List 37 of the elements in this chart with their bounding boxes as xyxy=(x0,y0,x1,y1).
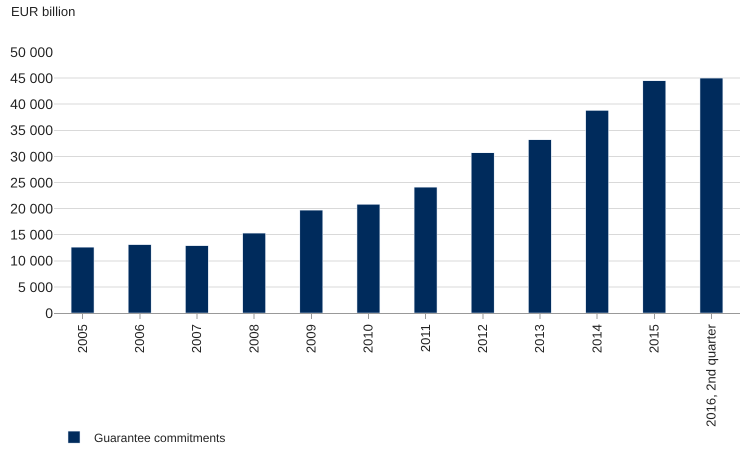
x-tick-label: 2006 xyxy=(132,324,147,354)
y-tick-label: 45 000 xyxy=(10,70,54,86)
y-tick-label: 0 xyxy=(45,304,54,321)
bar xyxy=(414,186,438,313)
bar xyxy=(70,246,94,313)
x-tick-label: 2013 xyxy=(532,324,548,354)
x-tick-label: 2009 xyxy=(303,324,318,354)
x-tick-label: 2010 xyxy=(360,324,376,354)
bar xyxy=(300,210,323,313)
y-tick-label: 50 000 xyxy=(10,44,54,60)
bar xyxy=(528,139,552,313)
x-tick-label: 2014 xyxy=(589,324,604,354)
y-axis-title: EUR billion xyxy=(11,4,76,19)
bar xyxy=(471,152,494,313)
x-tick-label: 2011 xyxy=(418,324,433,352)
y-tick-label: 15 000 xyxy=(10,226,54,243)
x-tick-label: 2007 xyxy=(189,324,204,354)
y-tick-label: 10 000 xyxy=(10,252,54,269)
bar xyxy=(585,110,609,313)
y-tick-label: 5 000 xyxy=(18,278,54,295)
x-tick-label: 2016, 2nd quarter xyxy=(704,324,719,427)
bar xyxy=(700,78,724,313)
y-tick-label: 40 000 xyxy=(10,96,54,112)
bar xyxy=(356,204,380,313)
bar xyxy=(242,232,266,313)
x-tick-label: 2008 xyxy=(246,324,262,354)
y-tick-label: 30 000 xyxy=(10,148,54,164)
legend-label: Guarantee commitments xyxy=(94,430,226,445)
x-tick-label: 2005 xyxy=(74,324,90,354)
y-tick-label: 25 000 xyxy=(10,174,54,190)
bar xyxy=(185,245,209,313)
bar xyxy=(642,80,666,313)
x-tick-label: 2015 xyxy=(646,324,662,354)
y-tick-label: 35 000 xyxy=(10,122,54,138)
bar xyxy=(128,244,152,313)
y-tick-label: 20 000 xyxy=(10,200,54,216)
x-tick-label: 2012 xyxy=(474,324,490,354)
